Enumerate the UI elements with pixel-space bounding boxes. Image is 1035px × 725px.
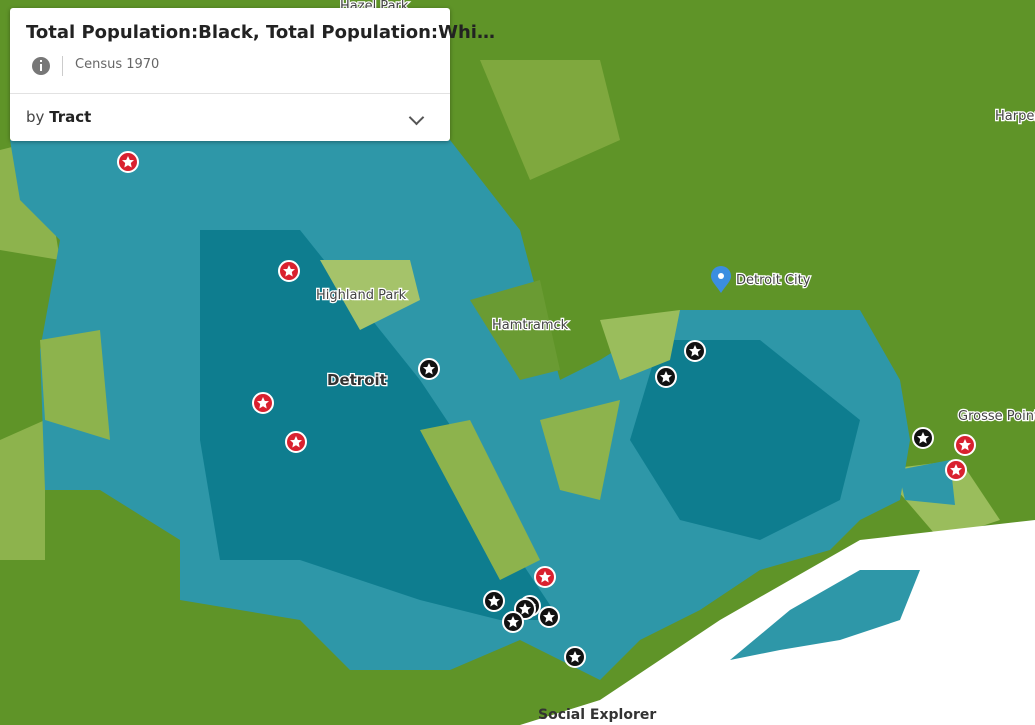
place-label: Detroit City bbox=[736, 273, 811, 288]
tract-dark bbox=[630, 340, 860, 540]
dropdown-chevron[interactable] bbox=[408, 109, 425, 126]
island bbox=[730, 570, 920, 660]
tract-light bbox=[480, 60, 620, 180]
tract-light bbox=[470, 280, 560, 380]
tract-region bbox=[898, 460, 955, 505]
separator bbox=[62, 56, 63, 76]
place-label: Harper bbox=[995, 109, 1035, 124]
divider bbox=[10, 93, 450, 94]
tract-light bbox=[320, 260, 420, 330]
survey-source: Census 1970 bbox=[75, 57, 160, 72]
tract-light bbox=[600, 310, 680, 380]
place-label: Highland Park bbox=[316, 288, 407, 303]
tract-light bbox=[540, 400, 620, 500]
place-label: Grosse Pointe bbox=[958, 409, 1035, 424]
legend-panel: Total Population:Black, Total Population… bbox=[10, 8, 495, 141]
tract-light bbox=[40, 330, 110, 440]
panel-title: Total Population:Black, Total Population… bbox=[26, 22, 495, 43]
tract-light bbox=[0, 420, 45, 560]
place-label: Detroit bbox=[327, 371, 387, 389]
place-label: Hamtramck bbox=[492, 318, 569, 333]
geography-level: Tract bbox=[49, 108, 92, 126]
tract-light bbox=[420, 420, 540, 580]
geography-selector[interactable]: by Tract bbox=[26, 108, 91, 126]
attribution[interactable]: Social Explorer bbox=[538, 707, 657, 723]
info-button[interactable] bbox=[32, 57, 50, 75]
markers bbox=[117, 151, 976, 668]
by-label: by bbox=[26, 108, 45, 126]
